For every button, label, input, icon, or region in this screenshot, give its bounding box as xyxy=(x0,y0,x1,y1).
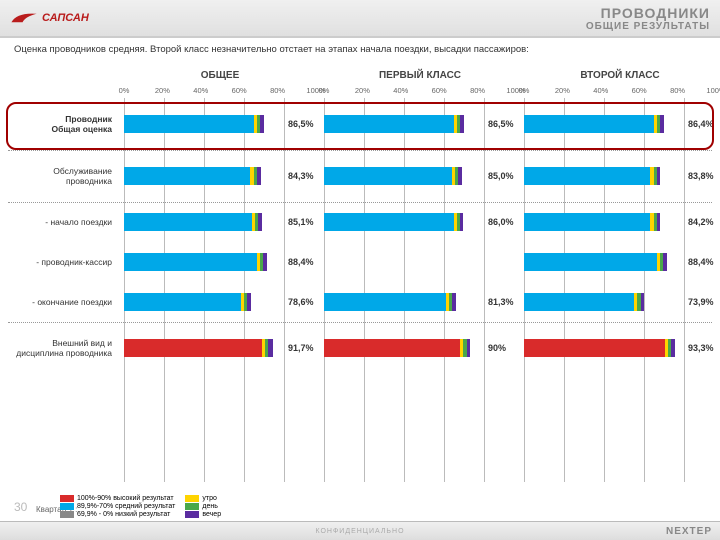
bar-value: 86,4% xyxy=(688,119,714,129)
bar: 85,0% xyxy=(324,167,486,185)
bar: 88,4% xyxy=(524,253,686,271)
bar-value: 84,2% xyxy=(688,217,714,227)
bar-value: 85,0% xyxy=(488,171,514,181)
bird-icon xyxy=(10,10,38,26)
bar: 73,9% xyxy=(524,293,686,311)
bar: 90% xyxy=(324,339,486,357)
legend-item: вечер xyxy=(185,511,221,518)
legend-item: 100%-90% высокий результат xyxy=(60,495,175,502)
brand-label: NEXTEP xyxy=(666,526,712,537)
legend-item: 69,9% - 0% низкий результат xyxy=(60,511,175,518)
bar-value: 86,5% xyxy=(288,119,314,129)
bar-value: 93,3% xyxy=(688,343,714,353)
title-block: ПРОВОДНИКИ ОБЩИЕ РЕЗУЛЬТАТЫ xyxy=(586,5,710,32)
bar: 86,5% xyxy=(124,115,286,133)
bar-value: 91,7% xyxy=(288,343,314,353)
bar: 86,5% xyxy=(324,115,486,133)
row-label: - проводник-кассир xyxy=(0,257,120,267)
bar-value: 78,6% xyxy=(288,297,314,307)
row-label: ПроводникОбщая оценка xyxy=(0,114,120,134)
bar: 88,4% xyxy=(124,253,286,271)
chart-area: ПроводникОбщая оценка Обслуживаниепроводн… xyxy=(0,70,720,482)
bar-value: 88,4% xyxy=(688,257,714,267)
bar: 78,6% xyxy=(124,293,286,311)
bar-value: 81,3% xyxy=(488,297,514,307)
row-label: - начало поездки xyxy=(0,217,120,227)
legend: 100%-90% высокий результат89,9%-70% сред… xyxy=(60,495,221,518)
bar-value: 84,3% xyxy=(288,171,314,181)
page-title: ПРОВОДНИКИ xyxy=(586,5,710,21)
footer: 30 Квартал 1 : 100%-90% высокий результа… xyxy=(0,486,720,540)
bar-value: 73,9% xyxy=(688,297,714,307)
legend-item: 89,9%-70% средний результат xyxy=(60,503,175,510)
bar-value: 88,4% xyxy=(288,257,314,267)
row-label: - окончание поездки xyxy=(0,297,120,307)
bar: 85,1% xyxy=(124,213,286,231)
bar-value: 83,8% xyxy=(688,171,714,181)
bar: 83,8% xyxy=(524,167,686,185)
column-header: ОБЩЕЕ xyxy=(124,70,316,86)
logo-text: САПСАН xyxy=(42,12,89,24)
legend-item: день xyxy=(185,503,221,510)
top-bar: САПСАН ПРОВОДНИКИ ОБЩИЕ РЕЗУЛЬТАТЫ xyxy=(0,0,720,38)
bar: 84,2% xyxy=(524,213,686,231)
page-subtitle: ОБЩИЕ РЕЗУЛЬТАТЫ xyxy=(586,21,710,32)
column-header: ВТОРОЙ КЛАСС xyxy=(524,70,716,86)
bar: 81,3% xyxy=(324,293,486,311)
page-number: 30 xyxy=(14,500,27,514)
row-label: Внешний вид идисциплина проводника xyxy=(0,338,120,358)
bar-value: 86,5% xyxy=(488,119,514,129)
bar: 84,3% xyxy=(124,167,286,185)
column-header: ПЕРВЫЙ КЛАСС xyxy=(324,70,516,86)
row-label: Обслуживаниепроводника xyxy=(0,166,120,186)
bar: 91,7% xyxy=(124,339,286,357)
confidential-label: КОНФИДЕНЦИАЛЬНО xyxy=(315,528,404,535)
bar: 86,0% xyxy=(324,213,486,231)
logo: САПСАН xyxy=(10,10,89,26)
bar: 86,4% xyxy=(524,115,686,133)
bottom-bar: КОНФИДЕНЦИАЛЬНО NEXTEP xyxy=(0,521,720,540)
bar: 93,3% xyxy=(524,339,686,357)
legend-item: утро xyxy=(185,495,221,502)
bar-value: 86,0% xyxy=(488,217,514,227)
bar-value: 85,1% xyxy=(288,217,314,227)
intro-text: Оценка проводников средняя. Второй класс… xyxy=(14,44,529,55)
bar-value: 90% xyxy=(488,343,506,353)
